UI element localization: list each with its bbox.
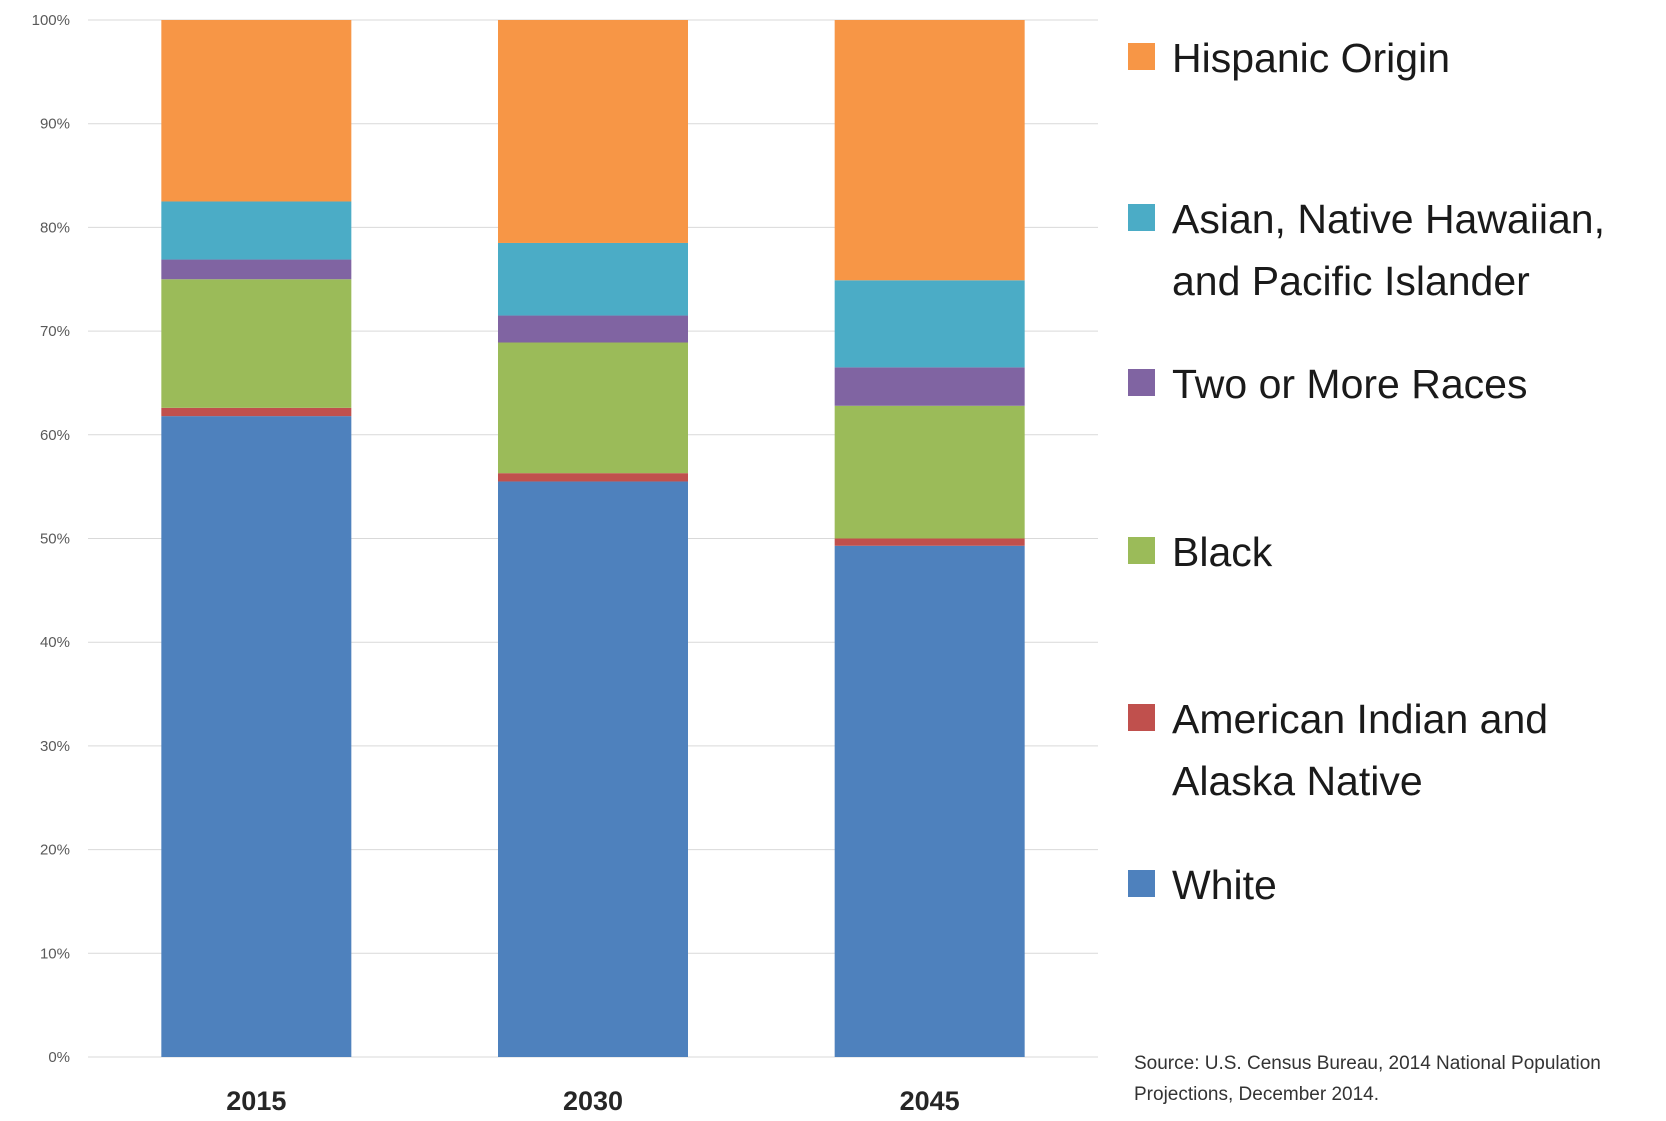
y-axis-ticks: 0% 10% 20% 30% 40% 50% 60% 70% 80% 90% 100% [32, 12, 70, 1066]
bar-segment-hispanic-origin-2030 [498, 20, 688, 243]
legend-label: Two or More Races [1172, 361, 1528, 407]
bar-segment-asian-native-hawaiian-and-pacific-islander-2030 [498, 242, 688, 316]
legend-item-american-indian-alaska-native: American Indian and Alaska Native [1128, 688, 1642, 812]
y-tick-label: 30% [40, 738, 70, 755]
x-tick-label: 2030 [563, 1086, 623, 1116]
legend-swatch [1128, 870, 1155, 897]
y-tick-label: 90% [40, 116, 70, 133]
y-tick-label: 50% [40, 531, 70, 548]
bar-segment-hispanic-origin-2015 [161, 20, 352, 202]
legend-item-black: Black [1128, 521, 1272, 583]
x-tick-label: 2045 [900, 1086, 960, 1116]
legend-swatch [1128, 704, 1155, 731]
legend-item-hispanic-origin: Hispanic Origin [1128, 27, 1450, 89]
bar-segment-black-2015 [161, 279, 352, 408]
bar-segment-hispanic-origin-2045 [834, 20, 1025, 281]
bar-segment-american-indian-and-alaska-native-2045 [834, 538, 1025, 546]
bar-segment-asian-native-hawaiian-and-pacific-islander-2015 [161, 201, 352, 260]
legend-swatch [1128, 43, 1155, 70]
bar-segment-asian-native-hawaiian-and-pacific-islander-2045 [834, 280, 1025, 368]
legend: Hispanic Origin Asian, Native Hawaiian, … [1128, 0, 1666, 1000]
x-axis-ticks: 2015 2030 2045 [226, 1086, 959, 1116]
legend-label: Hispanic Origin [1172, 35, 1450, 81]
y-tick-label: 100% [32, 12, 70, 29]
y-tick-label: 80% [40, 219, 70, 236]
legend-label: Black [1172, 529, 1273, 575]
bar-segment-two-or-more-races-2015 [161, 259, 352, 280]
legend-swatch [1128, 537, 1155, 564]
y-tick-label: 40% [40, 634, 70, 651]
bar-segment-american-indian-and-alaska-native-2030 [498, 473, 688, 482]
y-tick-label: 0% [48, 1049, 70, 1066]
y-tick-label: 20% [40, 842, 70, 859]
bar-segment-two-or-more-races-2045 [834, 367, 1025, 406]
bar-segment-two-or-more-races-2030 [498, 315, 688, 343]
legend-item-white: White [1128, 854, 1277, 916]
legend-label: White [1172, 862, 1277, 908]
bar-segment-white-2015 [161, 416, 352, 1057]
y-tick-label: 60% [40, 427, 70, 444]
legend-swatch [1128, 204, 1155, 231]
y-tick-label: 10% [40, 945, 70, 962]
legend-item-two-or-more-races: Two or More Races [1128, 353, 1527, 415]
bars [161, 20, 1025, 1058]
x-tick-label: 2015 [226, 1086, 286, 1116]
bar-segment-american-indian-and-alaska-native-2015 [161, 407, 352, 417]
bar-segment-white-2045 [834, 545, 1025, 1057]
y-tick-label: 70% [40, 323, 70, 340]
bar-segment-black-2045 [834, 405, 1025, 539]
bar-segment-black-2030 [498, 342, 688, 474]
bar-segment-white-2030 [498, 481, 688, 1058]
legend-label: Asian, Native Hawaiian, and Pacific Isla… [1172, 196, 1605, 304]
legend-swatch [1128, 369, 1155, 396]
legend-label: American Indian and Alaska Native [1172, 696, 1549, 804]
source-note: Source: U.S. Census Bureau, 2014 Nationa… [1134, 1053, 1601, 1105]
legend-item-asian-nhpi: Asian, Native Hawaiian, and Pacific Isla… [1128, 188, 1662, 312]
